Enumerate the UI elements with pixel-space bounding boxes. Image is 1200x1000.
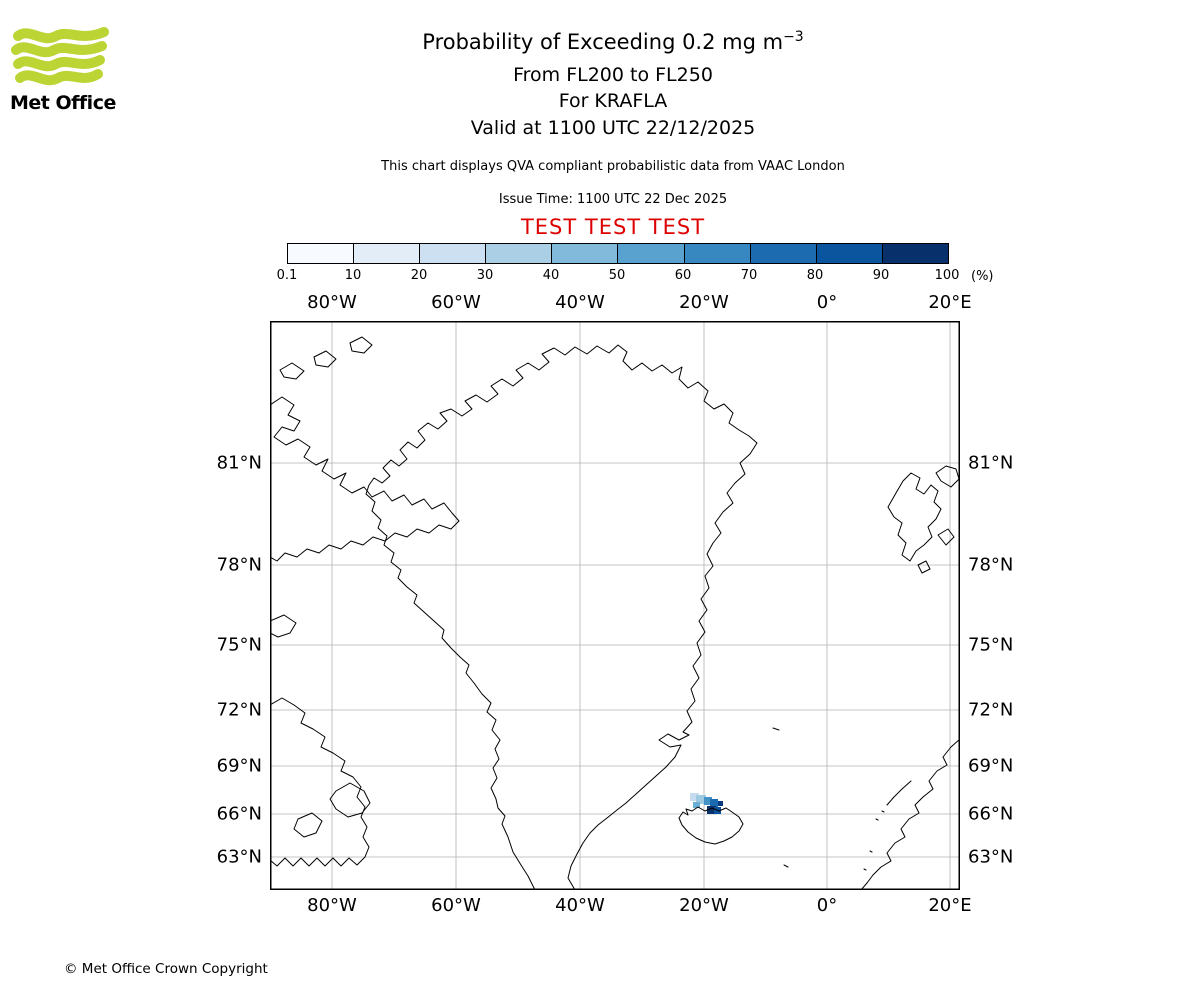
lon-label-bottom: 40°W <box>555 895 605 916</box>
colorbar-segments <box>287 243 949 264</box>
colorbar-tick: 70 <box>740 268 758 283</box>
lofoten-islands <box>886 780 912 806</box>
colorbar-tick: 60 <box>674 268 692 283</box>
lon-label-bottom: 0° <box>816 895 838 916</box>
colorbar-segment <box>354 244 421 263</box>
lat-label-left: 78°N <box>216 554 262 576</box>
lat-label-right: 78°N <box>968 554 1014 576</box>
grid-lines <box>270 321 960 890</box>
ellesmere-coastline <box>270 396 460 562</box>
colorbar-segment <box>618 244 685 263</box>
lat-label-right: 66°N <box>968 803 1014 825</box>
colorbar-segment <box>288 244 355 263</box>
probability-cell <box>693 802 700 808</box>
probability-cell <box>718 801 723 806</box>
subtitle-volcano: For KRAFLA <box>558 90 668 112</box>
page-title: Probability of Exceeding 0.2 mg m−3 <box>0 29 1200 54</box>
colorbar-tick: 30 <box>476 268 494 283</box>
lon-label-top: 60°W <box>431 292 481 313</box>
arctic-islets <box>270 336 373 638</box>
probability-cell <box>707 806 716 814</box>
colorbar-tick: 80 <box>806 268 824 283</box>
colorbar-tick: 50 <box>608 268 626 283</box>
colorbar-tick: 10 <box>344 268 362 283</box>
probability-cell <box>710 799 718 807</box>
page-title-exponent: −3 <box>783 29 804 45</box>
probability-cell <box>690 793 699 801</box>
lat-label-right: 81°N <box>968 452 1014 474</box>
map-canvas <box>270 321 960 890</box>
lon-label-top: 40°W <box>555 292 605 313</box>
lon-label-top: 20°W <box>679 292 729 313</box>
lat-label-right: 69°N <box>968 755 1014 777</box>
baffin-coastline <box>270 697 370 867</box>
colorbar-segment <box>882 244 948 263</box>
lat-label-left: 75°N <box>216 634 262 656</box>
issue-time: Issue Time: 1100 UTC 22 Dec 2025 <box>498 192 728 207</box>
small-islands <box>772 727 885 871</box>
copyright-notice: © Met Office Crown Copyright <box>64 961 268 977</box>
colorbar-segment <box>486 244 553 263</box>
lat-label-left: 72°N <box>216 699 262 721</box>
subtitle-flight-levels: From FL200 to FL250 <box>513 64 713 86</box>
lat-label-right: 75°N <box>968 634 1014 656</box>
lat-label-left: 81°N <box>216 452 262 474</box>
map-frame <box>270 321 960 890</box>
colorbar-tick: 40 <box>542 268 560 283</box>
iceland-coastline <box>678 806 744 845</box>
page-title-main: Probability of Exceeding 0.2 mg m <box>422 30 784 54</box>
lat-label-right: 72°N <box>968 699 1014 721</box>
met-office-logo-text: Met Office <box>10 92 116 114</box>
lon-label-bottom: 60°W <box>431 895 481 916</box>
greenland-coastline <box>365 344 758 890</box>
test-banner: TEST TEST TEST <box>520 215 706 239</box>
lon-label-top: 0° <box>816 292 838 313</box>
colorbar-segment <box>684 244 751 263</box>
colorbar-unit: (%) <box>971 269 994 284</box>
colorbar-segment <box>750 244 817 263</box>
lon-label-bottom: 20°E <box>928 895 972 916</box>
lon-label-bottom: 20°W <box>679 895 729 916</box>
lon-label-top: 20°E <box>928 292 972 313</box>
colorbar-tick: 100 <box>934 268 960 283</box>
colorbar-tick: 0.1 <box>276 268 298 283</box>
colorbar-segment <box>816 244 883 263</box>
lat-label-left: 63°N <box>216 846 262 868</box>
baffin-islands <box>293 782 371 838</box>
lat-label-left: 66°N <box>216 803 262 825</box>
lon-label-top: 80°W <box>307 292 357 313</box>
colorbar-segment <box>552 244 619 263</box>
coastlines <box>270 336 960 890</box>
met-office-logo-icon <box>11 27 109 86</box>
svalbard-coastline <box>887 465 960 574</box>
colorbar-tick: 90 <box>872 268 890 283</box>
probability-cell <box>704 797 712 805</box>
norway-coastline <box>860 738 960 890</box>
lon-label-bottom: 80°W <box>307 895 357 916</box>
colorbar-tick: 20 <box>410 268 428 283</box>
lat-label-right: 63°N <box>968 846 1014 868</box>
lat-label-left: 69°N <box>216 755 262 777</box>
qva-description: This chart displays QVA compliant probab… <box>381 159 845 174</box>
probability-cell <box>696 795 706 804</box>
subtitle-valid-time: Valid at 1100 UTC 22/12/2025 <box>470 117 756 139</box>
colorbar-segment <box>420 244 487 263</box>
